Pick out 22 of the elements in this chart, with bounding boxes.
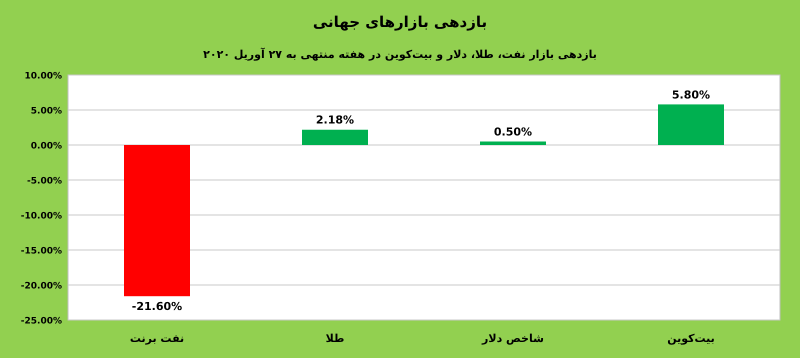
y-tick-label: 0.00%: [30, 142, 62, 152]
bar: [302, 130, 368, 145]
data-label: 2.18%: [316, 114, 354, 127]
x-tick-label: شاخص دلار: [481, 332, 544, 345]
chart-title: بازدهی بازارهای جهانی: [312, 13, 488, 31]
bar: [124, 145, 190, 296]
bar: [658, 104, 724, 145]
data-label: 0.50%: [494, 126, 532, 138]
data-label: 5.80%: [672, 88, 710, 102]
chart-subtitle: بازدهی بازار نفت، طلا، دلار و بیت‌کوین در هفته منتهی به ۲۷ آوریل ۲۰۲۰: [203, 47, 597, 61]
y-tick-label: 10.00%: [24, 72, 62, 82]
data-label: -21.60%: [132, 300, 182, 314]
y-tick-label: -10.00%: [20, 212, 62, 222]
y-tick-label: 5.00%: [30, 106, 62, 116]
y-tick-label: -15.00%: [20, 246, 62, 256]
x-tick-label: طلا: [326, 332, 344, 345]
bar: [480, 142, 546, 145]
x-tick-label: نفت برنت: [130, 332, 184, 345]
y-tick-label: -5.00%: [27, 176, 62, 186]
y-tick-label: -25.00%: [20, 316, 62, 326]
x-tick-label: بیت‌کوین: [667, 332, 715, 345]
y-tick-label: -20.00%: [20, 282, 62, 292]
